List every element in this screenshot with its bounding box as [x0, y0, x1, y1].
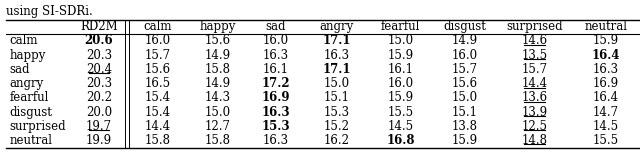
Text: 16.3: 16.3 [263, 49, 289, 62]
Text: 13.9: 13.9 [522, 106, 547, 119]
Text: 14.4: 14.4 [522, 77, 547, 90]
Text: sad: sad [10, 63, 30, 76]
Text: 15.4: 15.4 [144, 91, 170, 104]
Text: calm: calm [10, 34, 38, 48]
Text: 15.0: 15.0 [387, 34, 413, 48]
Text: 16.3: 16.3 [593, 63, 619, 76]
Text: 16.9: 16.9 [262, 91, 291, 104]
Text: 20.4: 20.4 [86, 63, 112, 76]
Text: 15.6: 15.6 [452, 77, 477, 90]
Text: 15.3: 15.3 [262, 120, 291, 133]
Text: 14.9: 14.9 [205, 77, 230, 90]
Text: 15.6: 15.6 [205, 34, 230, 48]
Text: 14.9: 14.9 [205, 49, 230, 62]
Text: 16.5: 16.5 [144, 77, 170, 90]
Text: 15.9: 15.9 [387, 49, 413, 62]
Text: angry: angry [319, 20, 353, 33]
Text: 16.2: 16.2 [323, 134, 349, 147]
Text: 19.9: 19.9 [86, 134, 112, 147]
Text: 14.7: 14.7 [593, 106, 619, 119]
Text: 14.6: 14.6 [522, 34, 547, 48]
Text: 16.0: 16.0 [144, 34, 170, 48]
Text: 15.7: 15.7 [452, 63, 477, 76]
Text: 15.0: 15.0 [205, 106, 230, 119]
Text: 20.3: 20.3 [86, 77, 112, 90]
Text: 15.1: 15.1 [323, 91, 349, 104]
Text: 13.6: 13.6 [522, 91, 547, 104]
Text: 14.5: 14.5 [593, 120, 619, 133]
Text: 20.3: 20.3 [86, 49, 112, 62]
Text: 20.2: 20.2 [86, 91, 112, 104]
Text: sad: sad [266, 20, 286, 33]
Text: 16.4: 16.4 [592, 49, 620, 62]
Text: neutral: neutral [10, 134, 52, 147]
Text: 14.3: 14.3 [205, 91, 230, 104]
Text: happy: happy [200, 20, 236, 33]
Text: angry: angry [10, 77, 44, 90]
Text: 16.3: 16.3 [323, 49, 349, 62]
Text: 15.9: 15.9 [593, 34, 619, 48]
Text: 17.1: 17.1 [322, 63, 351, 76]
Text: 16.3: 16.3 [262, 106, 291, 119]
Text: fearful: fearful [381, 20, 420, 33]
Text: 15.7: 15.7 [144, 49, 170, 62]
Text: 15.3: 15.3 [323, 106, 349, 119]
Text: surprised: surprised [506, 20, 563, 33]
Text: 20.0: 20.0 [86, 106, 112, 119]
Text: 15.1: 15.1 [452, 106, 477, 119]
Text: 16.1: 16.1 [263, 63, 289, 76]
Text: 13.8: 13.8 [452, 120, 477, 133]
Text: 15.9: 15.9 [452, 134, 477, 147]
Text: fearful: fearful [10, 91, 49, 104]
Text: 15.8: 15.8 [144, 134, 170, 147]
Text: 16.4: 16.4 [593, 91, 619, 104]
Text: 14.9: 14.9 [452, 34, 477, 48]
Text: calm: calm [143, 20, 172, 33]
Text: disgust: disgust [443, 20, 486, 33]
Text: disgust: disgust [10, 106, 52, 119]
Text: 20.6: 20.6 [84, 34, 113, 48]
Text: using SI-SDRi.: using SI-SDRi. [6, 5, 93, 18]
Text: 16.9: 16.9 [593, 77, 619, 90]
Text: 16.0: 16.0 [263, 34, 289, 48]
Text: 15.0: 15.0 [323, 77, 349, 90]
Text: neutral: neutral [584, 20, 628, 33]
Text: 15.9: 15.9 [387, 91, 413, 104]
Text: 15.7: 15.7 [522, 63, 547, 76]
Text: 13.5: 13.5 [522, 49, 547, 62]
Text: 16.3: 16.3 [263, 134, 289, 147]
Text: surprised: surprised [10, 120, 66, 133]
Text: 15.5: 15.5 [387, 106, 413, 119]
Text: 15.8: 15.8 [205, 63, 230, 76]
Text: 15.5: 15.5 [593, 134, 619, 147]
Text: RD2M: RD2M [80, 20, 118, 33]
Text: 16.0: 16.0 [387, 77, 413, 90]
Text: 17.2: 17.2 [262, 77, 291, 90]
Text: 14.5: 14.5 [387, 120, 413, 133]
Text: 15.0: 15.0 [452, 91, 477, 104]
Text: 16.0: 16.0 [452, 49, 477, 62]
Text: 14.4: 14.4 [144, 120, 170, 133]
Text: 15.6: 15.6 [144, 63, 170, 76]
Text: 15.8: 15.8 [205, 134, 230, 147]
Text: 16.1: 16.1 [387, 63, 413, 76]
Text: 16.8: 16.8 [387, 134, 415, 147]
Text: 12.5: 12.5 [522, 120, 547, 133]
Text: 14.8: 14.8 [522, 134, 547, 147]
Text: 17.1: 17.1 [322, 34, 351, 48]
Text: 19.7: 19.7 [86, 120, 112, 133]
Text: 15.2: 15.2 [323, 120, 349, 133]
Text: 15.4: 15.4 [144, 106, 170, 119]
Text: 12.7: 12.7 [205, 120, 230, 133]
Text: happy: happy [10, 49, 46, 62]
